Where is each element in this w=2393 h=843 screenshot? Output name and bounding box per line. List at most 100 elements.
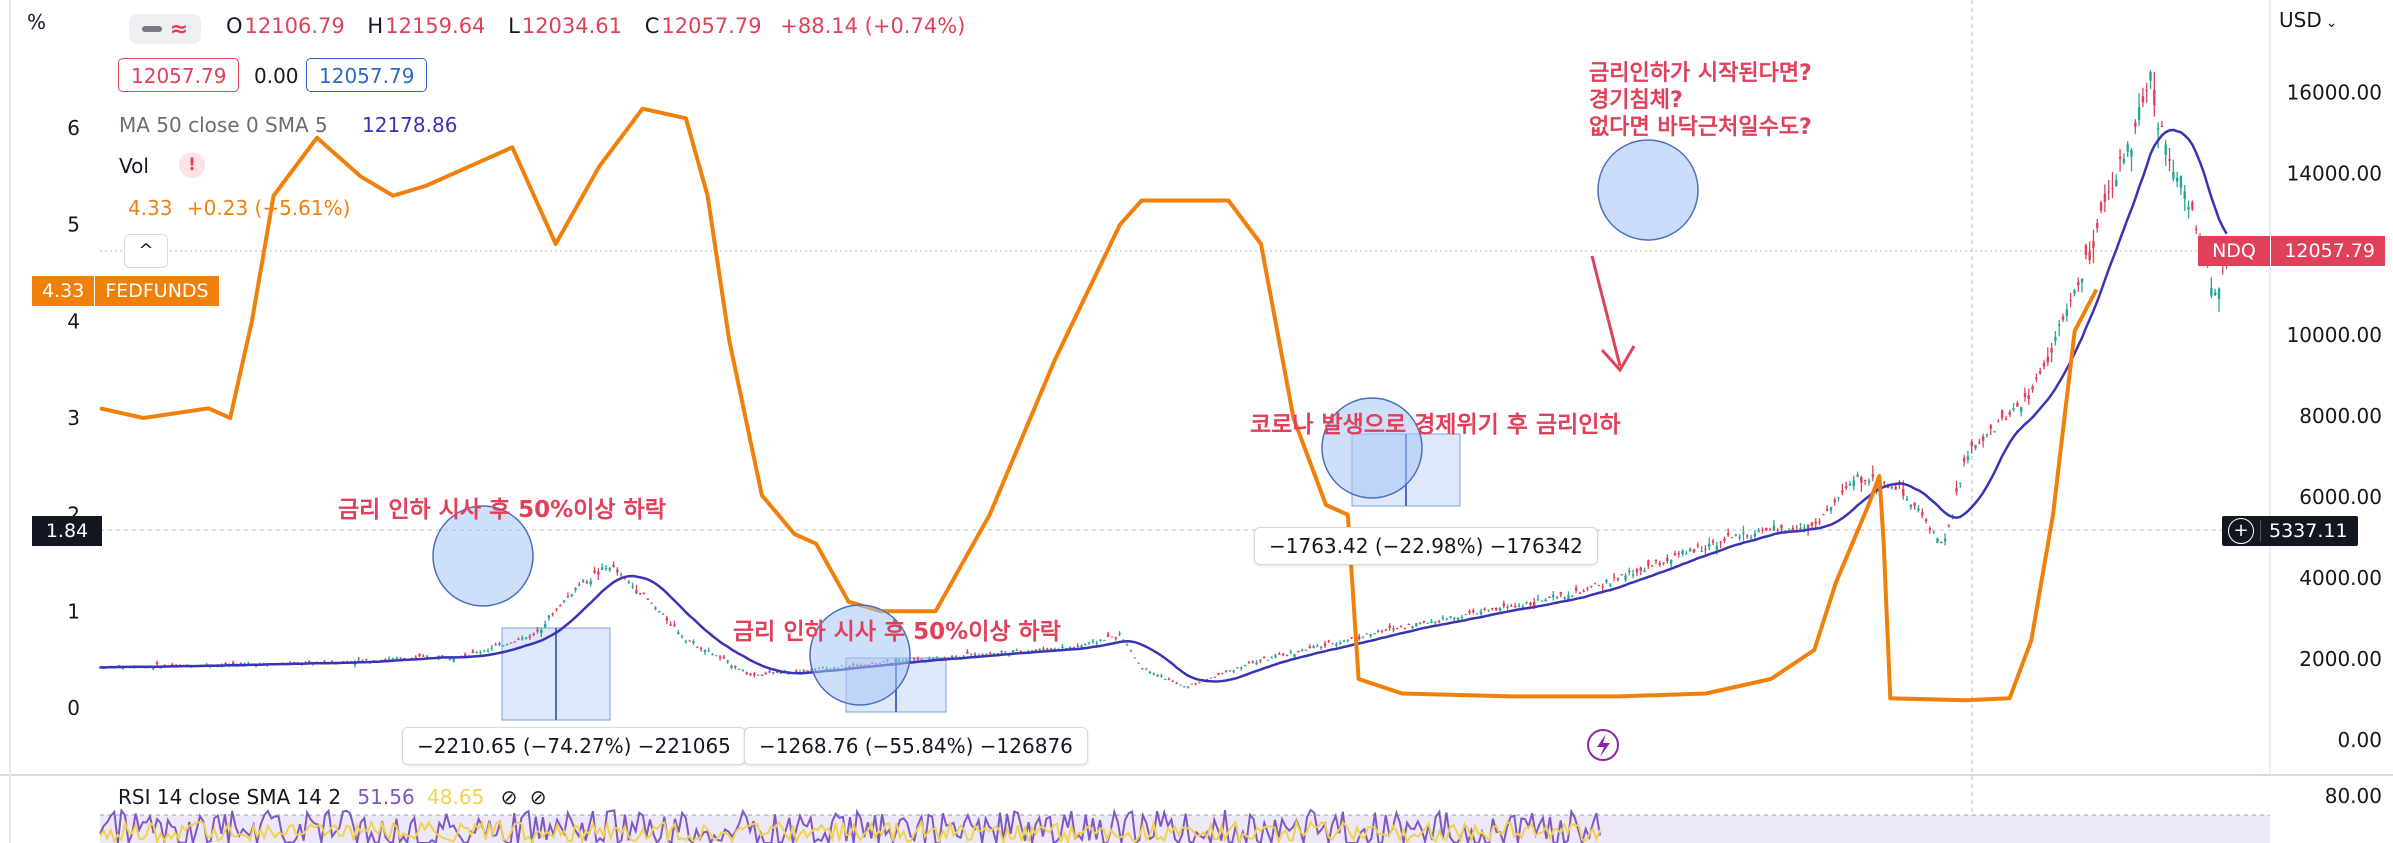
candle-body — [1768, 529, 1772, 531]
candle-body — [722, 656, 726, 659]
candle-body — [1909, 504, 1913, 508]
candle-body — [1940, 542, 1943, 544]
candle-body — [916, 658, 920, 660]
candle-body — [1297, 650, 1300, 653]
candle-body — [524, 637, 528, 639]
candle-body — [1255, 662, 1258, 665]
candle-body — [1555, 597, 1559, 599]
annotation-dotcom[interactable]: 금리 인하 시사 후 50%이상 하락 — [338, 497, 666, 523]
candle-body — [1445, 619, 1448, 621]
candle-body — [2118, 156, 2122, 159]
candle-body — [973, 654, 977, 657]
down-arrow-line[interactable] — [1590, 255, 1622, 367]
candle-body — [1917, 508, 1920, 511]
candle-body — [1087, 642, 1091, 644]
candle-body — [2031, 386, 2034, 390]
candle-body — [2107, 191, 2110, 193]
candle-body — [1456, 617, 1460, 620]
candle-body — [669, 624, 672, 626]
candle-body — [1034, 649, 1038, 651]
candle-body — [992, 653, 996, 655]
candle-body — [1156, 675, 1159, 677]
candle-body — [1175, 682, 1178, 684]
buy-price-box[interactable]: 12057.79 — [306, 58, 428, 92]
candle-body — [1586, 588, 1589, 590]
vol-legend-label[interactable]: Vol — [119, 154, 149, 178]
candle-body — [2096, 222, 2099, 228]
candle-body — [1890, 486, 1894, 489]
highlight-circle-covid[interactable] — [1321, 397, 1423, 499]
candle-body — [1236, 667, 1239, 669]
annotation-gfc[interactable]: 금리 인하 시사 후 50%이상 하락 — [733, 619, 1061, 645]
candle-body — [1921, 512, 1924, 516]
candle-body — [1342, 640, 1346, 642]
eye-slash-icon[interactable]: ⊘ — [500, 785, 518, 809]
annotation-future[interactable]: 금리인하가 시작된다면? 경기침체? 없다면 바닥근처일수도? — [1589, 60, 1812, 141]
ma-legend-label[interactable]: MA 50 close 0 SMA 5 — [119, 113, 328, 137]
candle-body — [1278, 653, 1281, 655]
highlight-circle-dotcom[interactable] — [432, 505, 534, 607]
candle-body — [2061, 316, 2065, 320]
candle-body — [2012, 408, 2015, 411]
symbol-toggle[interactable]: ≈ — [129, 14, 201, 44]
candle-body — [1358, 636, 1361, 639]
measure-label-covid[interactable]: −1763.42 (−22.98%) −176342 — [1254, 527, 1598, 565]
highlight-circle-gfc[interactable] — [809, 604, 911, 706]
fedfunds-tag[interactable]: 4.33 FEDFUNDS — [32, 276, 219, 306]
collapse-legend-button[interactable]: ^ — [124, 234, 168, 268]
candle-body — [231, 662, 235, 665]
candle-body — [1711, 540, 1715, 543]
candle-body — [1753, 533, 1757, 537]
lightning-icon[interactable] — [1587, 729, 1619, 761]
annotation-covid[interactable]: 코로나 발생으로 경제위기 후 금리인하 — [1250, 412, 1621, 438]
rsi-legend[interactable]: RSI 14 close SMA 14 2 51.56 48.65 ⊘ ⊘ — [118, 785, 553, 809]
price-axis-tick: 6000.00 — [2299, 485, 2382, 509]
candle-body — [540, 630, 543, 633]
candle-body — [989, 652, 992, 654]
candle-body — [574, 587, 577, 591]
candle-body — [661, 613, 665, 615]
candle-body — [1749, 537, 1753, 539]
highlight-circle-future[interactable] — [1597, 139, 1699, 241]
candle-body — [688, 640, 691, 642]
candle-body — [1567, 595, 1570, 600]
currency-selector[interactable]: USD ⌄ — [2279, 8, 2338, 32]
candle-body — [1137, 662, 1140, 664]
crosshair-price-tag[interactable]: + 5337.11 — [2222, 516, 2358, 546]
price-axis-tick: 8000.00 — [2299, 404, 2382, 428]
candle-body — [1959, 482, 1962, 484]
sell-price-box[interactable]: 12057.79 — [118, 58, 240, 92]
candle-body — [1746, 535, 1749, 537]
candle-body — [452, 658, 455, 661]
candle-body — [2191, 201, 2194, 210]
minus-icon — [141, 26, 162, 32]
candle-body — [1403, 628, 1407, 630]
candle-body — [2122, 158, 2126, 163]
candle-body — [1472, 610, 1475, 613]
candle-body — [1015, 650, 1019, 652]
measure-label-gfc[interactable]: −1268.76 (−55.84%) −126876 — [744, 727, 1088, 765]
ndq-price-tag[interactable]: NDQ 12057.79 — [2198, 236, 2385, 266]
candle-body — [1609, 584, 1612, 586]
candle-body — [1727, 532, 1730, 536]
price-axis[interactable]: 16000.0014000.0012000.0010000.008000.006… — [2287, 80, 2382, 808]
candle-body — [1270, 657, 1273, 659]
candle-body — [1430, 621, 1433, 623]
candle-body — [627, 581, 630, 584]
eye-slash-icon[interactable]: ⊘ — [529, 785, 547, 809]
candle-body — [1099, 640, 1102, 642]
percent-axis-tick: 1 — [67, 599, 80, 623]
measure-label-dotcom[interactable]: −2210.65 (−74.27%) −221065 — [402, 727, 746, 765]
plus-circle-icon[interactable]: + — [2228, 518, 2254, 544]
candle-body — [1106, 633, 1110, 637]
warning-icon[interactable]: ! — [179, 152, 205, 178]
candle-body — [475, 652, 478, 654]
candle-body — [1563, 596, 1566, 599]
candle-body — [935, 656, 939, 658]
candle-body — [1243, 665, 1247, 667]
candle-body — [730, 665, 733, 668]
candle-body — [760, 674, 764, 676]
